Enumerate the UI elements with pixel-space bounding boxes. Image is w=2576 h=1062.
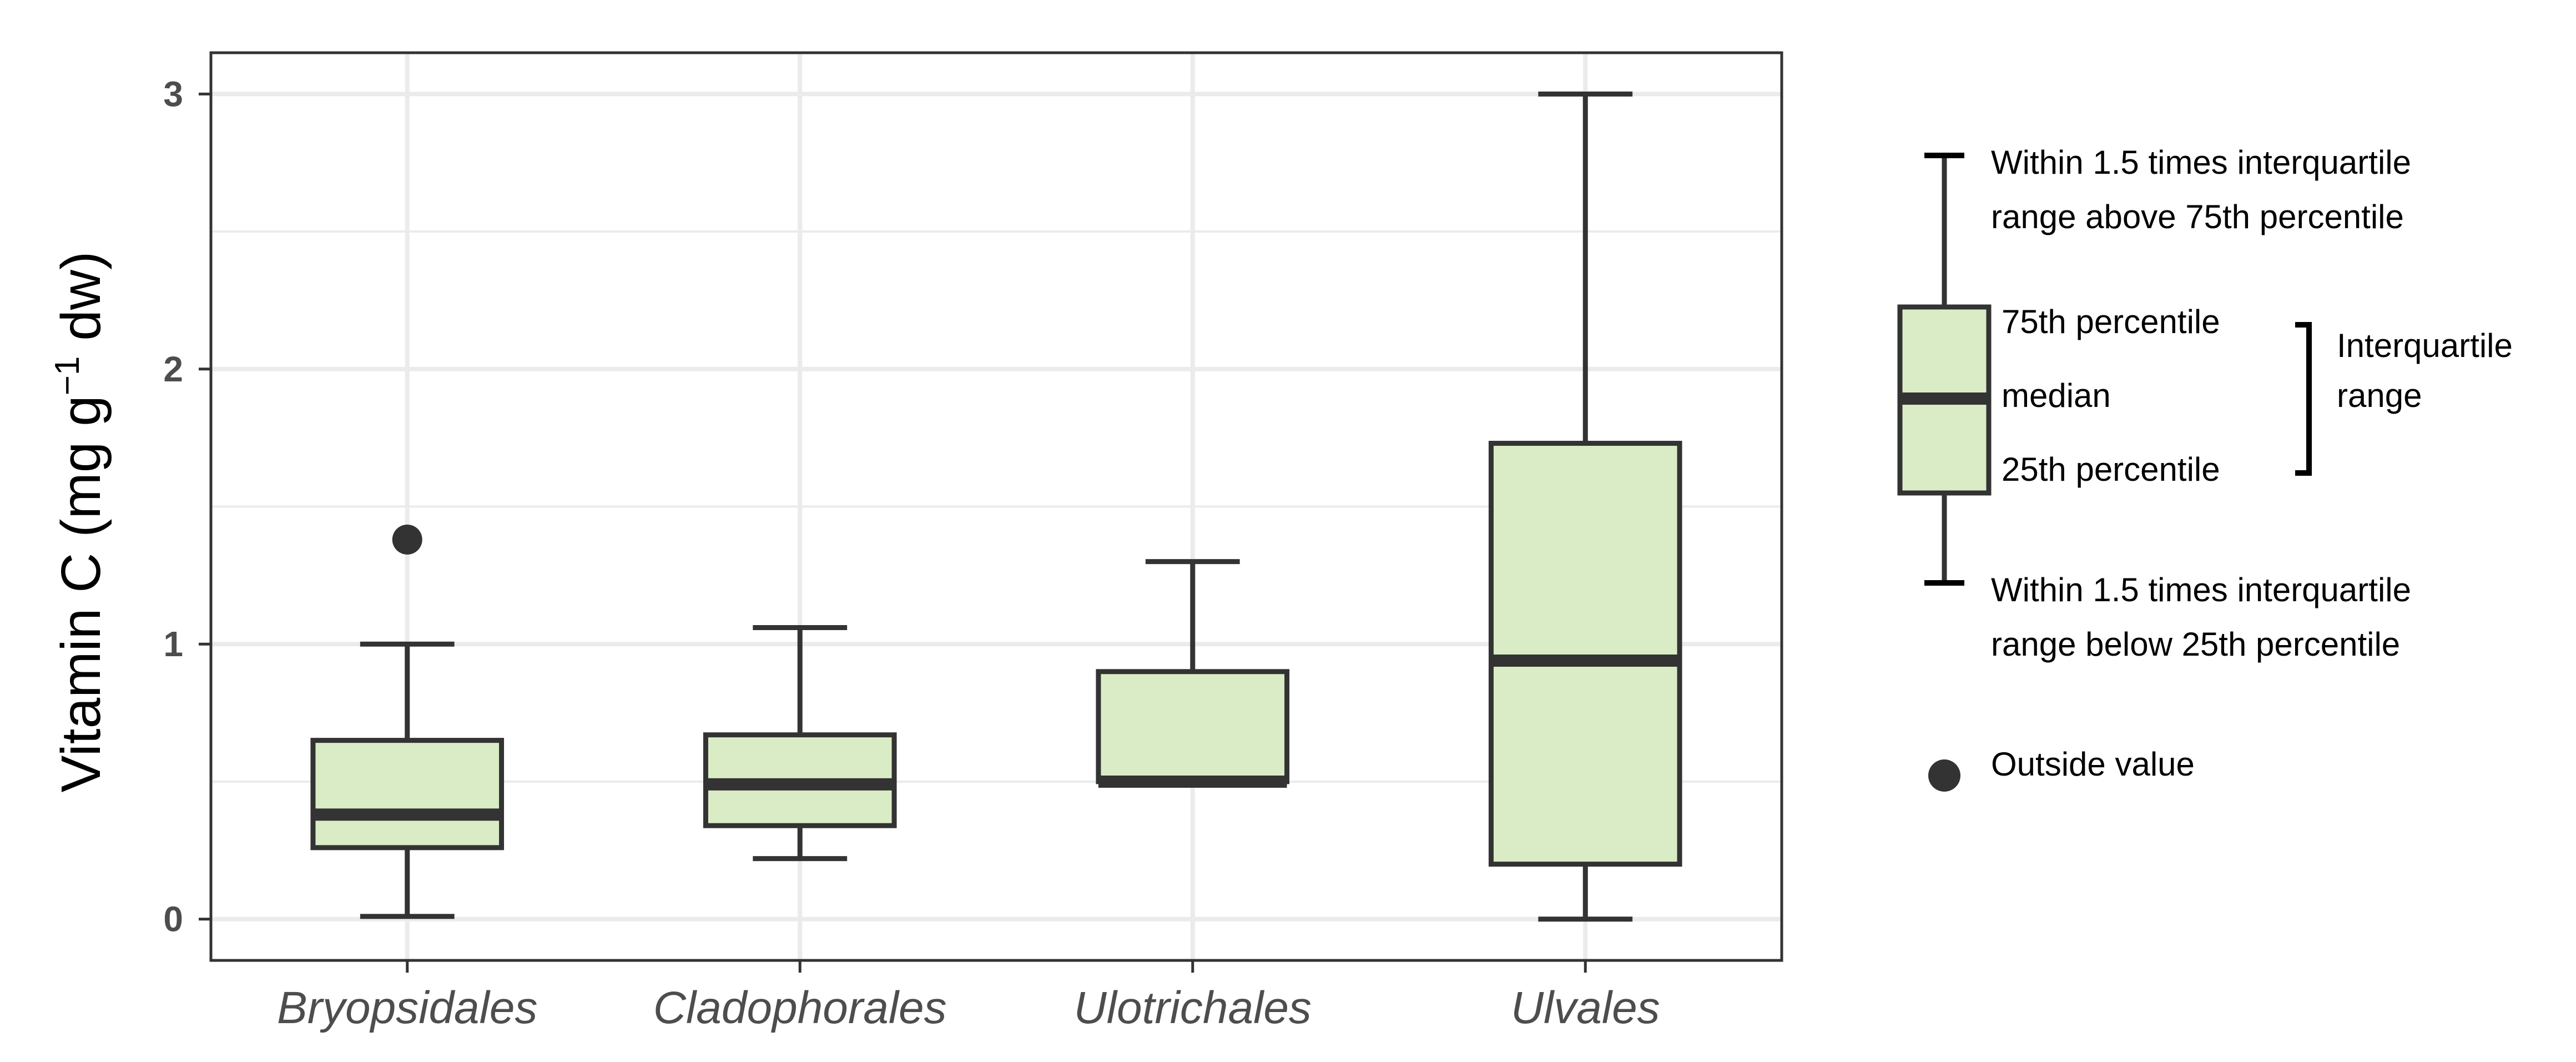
legend-iqr-line2: range: [2337, 377, 2422, 414]
x-axis: Bryopsidales Cladophorales Ulotrichales Ulv…: [277, 960, 1660, 1033]
box: [310, 738, 505, 850]
legend-q3-label: 75th percentile: [2002, 303, 2220, 340]
y-axis-label: Vitamin C (mg g−1 dw): [48, 251, 112, 793]
boxplot-ulvales: [1488, 91, 1682, 922]
legend-iqr-line1: Interquartile: [2337, 327, 2513, 364]
boxplot-cladophorales: [703, 625, 897, 862]
legend-whisker-high-line1: Within 1.5 times interquartile: [1991, 144, 2411, 181]
legend-whisker-low-line1: Within 1.5 times interquartile: [1991, 571, 2411, 608]
x-tick-label: Cladophorales: [653, 983, 947, 1033]
y-tick-label: 0: [163, 899, 183, 939]
y-axis: 0 1 2 3: [163, 74, 211, 939]
outlier-point: [392, 524, 422, 555]
boxplot-ulotrichales: [1096, 559, 1290, 788]
legend: Within 1.5 times interquartile range abo…: [1897, 144, 2513, 792]
y-axis-label-tail: dw): [50, 251, 112, 356]
x-tick-label: Ulotrichales: [1074, 983, 1312, 1033]
y-axis-label-superscript: −1: [48, 356, 87, 396]
y-tick-label: 3: [163, 74, 183, 114]
boxplot-bryopsidales: [310, 524, 505, 919]
legend-whisker-low-line2: range below 25th percentile: [1991, 626, 2400, 663]
x-tick-label: Ulvales: [1511, 983, 1660, 1033]
x-tick-label: Bryopsidales: [277, 983, 537, 1033]
legend-outlier-label: Outside value: [1991, 746, 2195, 783]
legend-iqr-bracket: [2295, 322, 2312, 476]
y-tick-label: 1: [163, 624, 183, 664]
legend-q1-label: 25th percentile: [2002, 451, 2220, 488]
box: [1096, 669, 1290, 784]
y-tick-label: 2: [163, 349, 183, 389]
box: [1488, 441, 1682, 867]
legend-whisker-high-line2: range above 75th percentile: [1991, 198, 2404, 235]
y-axis-label-base: Vitamin C (mg g: [50, 395, 112, 792]
boxplots: [310, 91, 1682, 922]
legend-outlier-point: [1928, 759, 1960, 792]
legend-median-label: median: [2002, 377, 2111, 414]
panel-border: [209, 51, 1783, 962]
